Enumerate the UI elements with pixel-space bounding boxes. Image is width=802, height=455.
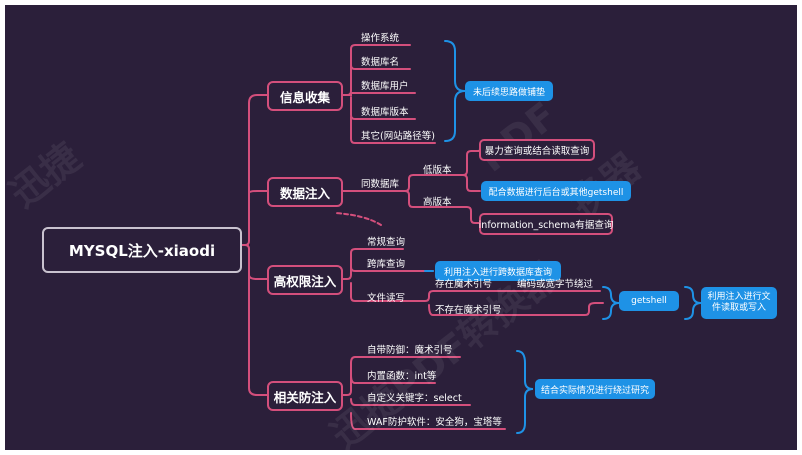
leaf-cross-db-query: 跨库查询 [367, 259, 406, 270]
connector-lines [236, 40, 702, 434]
leaf-db-version: 数据库版本 [361, 107, 409, 118]
leaf-custom-keyword: 自定义关键字：select [367, 393, 462, 404]
leaf-high-version: 高版本 [423, 197, 452, 208]
note-high-version: 配合数据进行后台或其他getshell [481, 181, 631, 201]
leaf-same-db: 同数据库 [361, 179, 400, 190]
leaf-magic-quotes-off: 不存在魔术引号 [435, 305, 502, 316]
leaf-magic-quotes-on: 存在魔术引号 [435, 279, 493, 290]
note-cross-db: 利用注入进行跨数据库查询 [435, 261, 561, 281]
leaf-db-user: 数据库用户 [361, 81, 409, 92]
leaf-builtin-defense: 自带防御：魔术引号 [367, 345, 453, 356]
mindmap-canvas: 迅捷 迅捷PDF转换器 换器 PDF MYSQL注入-xiaodi 信息收集 数… [5, 5, 797, 450]
note-low-version: 暴力查询或结合读取查询 [479, 139, 595, 161]
branch-info-gathering: 信息收集 [267, 81, 343, 111]
leaf-builtin-function: 内置函数：int等 [367, 371, 437, 382]
note-getshell: 利用注入进行文件读取或写入 [701, 287, 777, 319]
branch-defense: 相关防注入 [267, 381, 343, 411]
leaf-encode-bypass: 编码或宽字节绕过 [517, 279, 594, 290]
leaf-normal-query: 常规查询 [367, 237, 406, 248]
leaf-low-version: 低版本 [423, 165, 452, 176]
node-getshell: getshell [619, 291, 679, 311]
branch-data-injection: 数据注入 [267, 177, 343, 207]
note-info-gathering: 未后续思路做铺垫 [465, 81, 553, 101]
leaf-waf: WAF防护软件：安全狗，宝塔等 [367, 417, 502, 428]
branch-high-privilege: 高权限注入 [267, 265, 343, 295]
note-defense: 结合实际情况进行绕过研究 [535, 379, 655, 399]
leaf-file-rw: 文件读写 [367, 293, 406, 304]
note-information-schema: information_schema有据查询 [479, 213, 613, 235]
root-node: MYSQL注入-xiaodi [42, 227, 242, 273]
leaf-db-name: 数据库名 [361, 57, 400, 68]
leaf-other: 其它(网站路径等) [361, 131, 435, 142]
leaf-os: 操作系统 [361, 33, 400, 44]
